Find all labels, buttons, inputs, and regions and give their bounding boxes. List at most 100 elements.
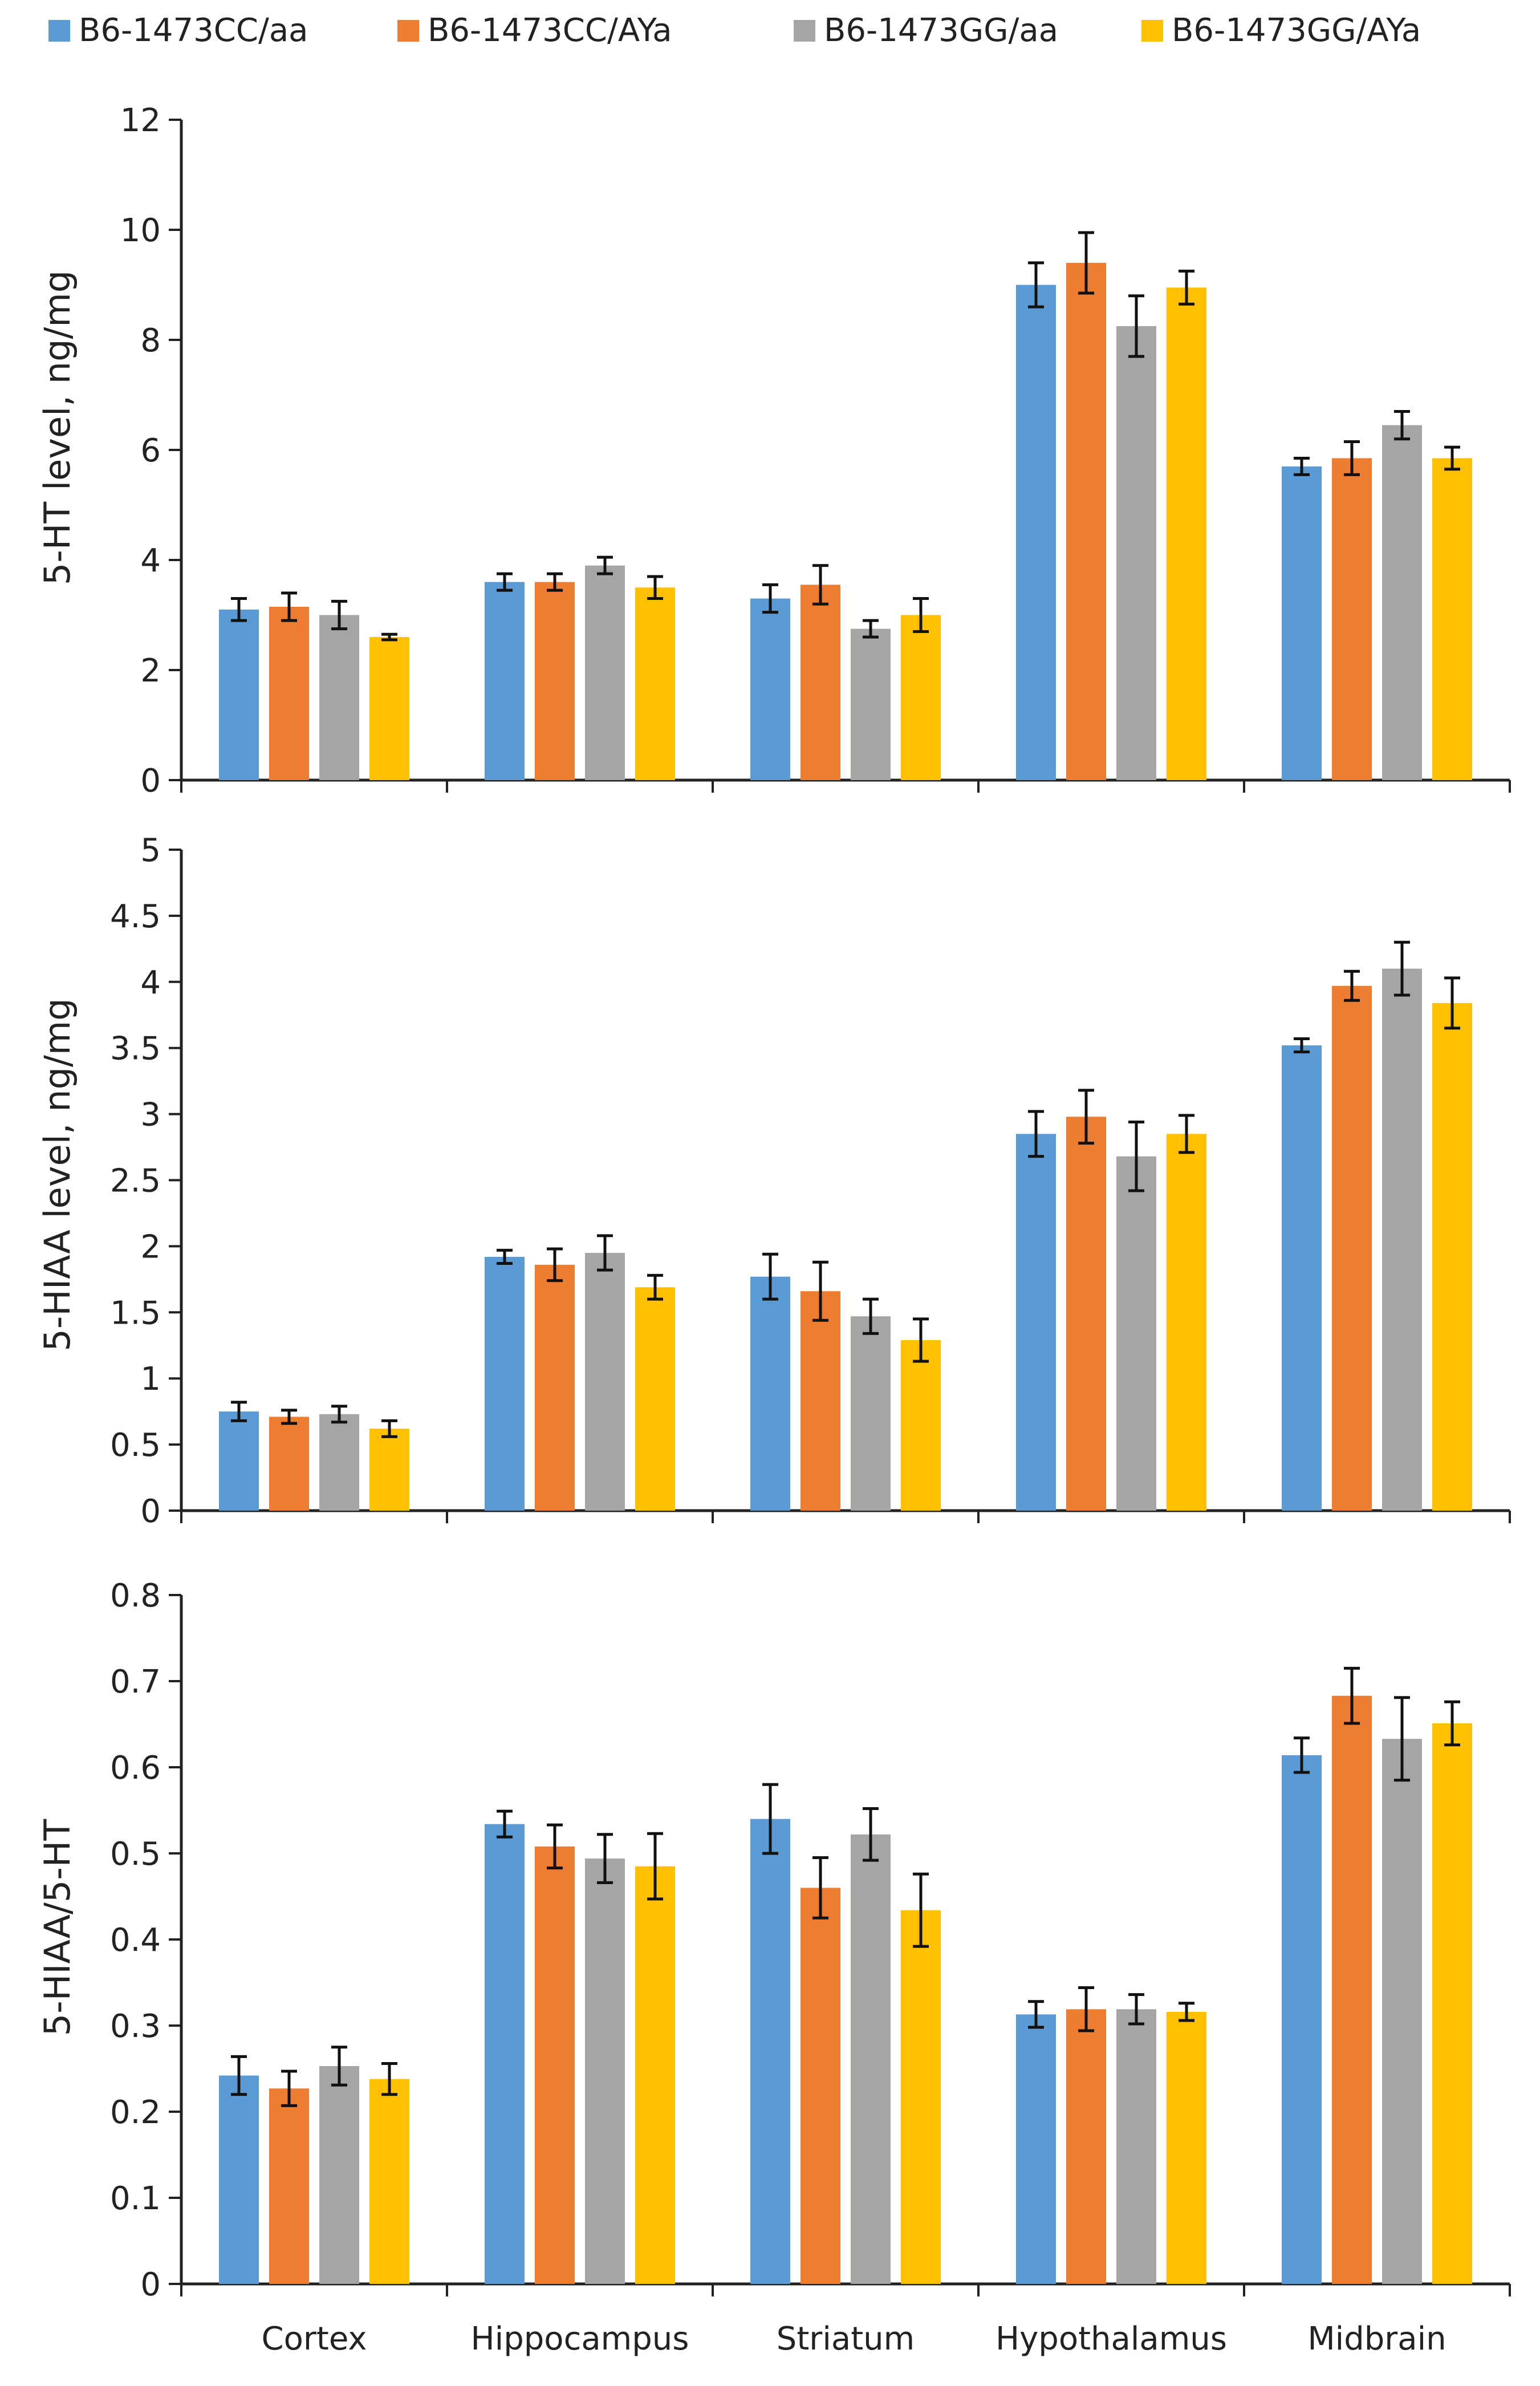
y-tick-label: 0 (140, 2266, 161, 2303)
bar-cortex-b6-1473gg-aa (319, 615, 359, 780)
chart-marks: 0 0.5 1 1.5 2 2.5 3 3.5 4 4.5 5 (110, 832, 1511, 1530)
bar-cortex-b6-1473gg-aya (369, 637, 409, 780)
bar-hippocampus-b6-1473gg-aya (635, 587, 675, 780)
x-tick-label-hippocampus: Hippocampus (471, 2320, 689, 2357)
bar-striatum-b6-1473cc-aa (750, 598, 790, 780)
bar-hypothalamus-b6-1473cc-aa (1016, 285, 1056, 780)
legend-item-2: B6-1473CC/AYa (397, 12, 672, 49)
bar-hypothalamus-b6-1473cc-aya (1066, 1117, 1106, 1511)
bar-midbrain-b6-1473gg-aa (1382, 968, 1422, 1511)
bar-hypothalamus-b6-1473gg-aa (1116, 326, 1156, 780)
y-tick-label: 0.4 (110, 1922, 161, 1959)
bar-hippocampus-b6-1473gg-aya (635, 1866, 675, 2284)
legend-item-1: B6-1473CC/aa (48, 12, 308, 49)
y-axis-label: 5-HIAA/5-HT (36, 1819, 78, 2036)
y-axis-label: 5-HIAA level, ng/mg (36, 998, 78, 1351)
legend-label-cc-aa: B6-1473CC/aa (79, 12, 308, 49)
legend-swatch-cc-aa (48, 20, 70, 42)
y-tick-label: 3.5 (110, 1030, 161, 1068)
y-tick-label: 0.2 (110, 2094, 161, 2131)
bar-striatum-b6-1473cc-aa (750, 1276, 790, 1511)
y-tick-label: 0.1 (110, 2180, 161, 2217)
y-tick-label: 2 (140, 1228, 161, 1265)
bar-striatum-b6-1473cc-aya (801, 1291, 840, 1511)
panel-5hiaa-level: 5-HIAA level, ng/mg 0 0.5 1 1.5 2 2.5 3 3.5 4 4.5… (36, 832, 1511, 1530)
bar-hypothalamus-b6-1473gg-aa (1116, 1156, 1156, 1511)
legend-item-4: B6-1473GG/AYa (1141, 12, 1421, 49)
bar-hippocampus-b6-1473cc-aa (485, 1256, 525, 1511)
bar-hypothalamus-b6-1473gg-aya (1167, 287, 1206, 780)
bar-hippocampus-b6-1473cc-aa (485, 582, 525, 780)
x-tick-label-midbrain: Midbrain (1307, 2320, 1446, 2357)
y-tick-label: 0.5 (110, 1836, 161, 1873)
y-tick-label: 12 (120, 102, 161, 139)
legend-label-gg-aya: B6-1473GG/AYa (1172, 12, 1421, 49)
panel-5hiaa-5ht-ratio: 5-HIAA/5-HT 0 0.1 0.2 0.3 0.4 0.5 0.6 0.7 0.8 (36, 1577, 1511, 2303)
y-tick-label: 0 (140, 762, 161, 800)
bar-cortex-b6-1473cc-aa (219, 1411, 259, 1511)
y-tick-label: 10 (120, 212, 161, 249)
y-tick-label: 4 (140, 542, 161, 579)
bar-midbrain-b6-1473cc-aa (1282, 466, 1322, 780)
y-tick-label: 6 (140, 432, 161, 469)
legend-label-gg-aa: B6-1473GG/aa (824, 12, 1058, 49)
bar-hypothalamus-b6-1473gg-aya (1167, 2011, 1206, 2284)
y-tick-label: 0.6 (110, 1750, 161, 1787)
bar-hippocampus-b6-1473cc-aa (485, 1824, 525, 2284)
legend-swatch-gg-aya (1141, 20, 1163, 42)
bar-striatum-b6-1473gg-aya (901, 1340, 941, 1511)
y-tick-label: 3 (140, 1097, 161, 1134)
bar-cortex-b6-1473cc-aya (269, 607, 309, 780)
bar-hippocampus-b6-1473gg-aa (585, 1859, 625, 2284)
y-tick-label: 5 (140, 832, 161, 869)
y-tick-label: 2 (140, 652, 161, 689)
bar-hippocampus-b6-1473gg-aa (585, 1252, 625, 1511)
bar-cortex-b6-1473gg-aya (369, 1429, 409, 1511)
bar-striatum-b6-1473gg-aya (901, 1910, 941, 2284)
y-tick-label: 0.7 (110, 1663, 161, 1701)
bar-midbrain-b6-1473gg-aya (1432, 458, 1472, 780)
bar-cortex-b6-1473cc-aya (269, 1417, 309, 1511)
bar-cortex-b6-1473gg-aa (319, 1414, 359, 1511)
bar-hippocampus-b6-1473gg-aa (585, 565, 625, 780)
y-tick-label: 4.5 (110, 898, 161, 935)
bar-hypothalamus-b6-1473cc-aya (1066, 2009, 1106, 2284)
legend: B6-1473CC/aa B6-1473CC/AYa B6-1473GG/aa … (48, 12, 1421, 49)
bar-cortex-b6-1473cc-aa (219, 2075, 259, 2284)
legend-item-3: B6-1473GG/aa (794, 12, 1058, 49)
x-tick-label-cortex: Cortex (262, 2320, 367, 2357)
legend-label-cc-aya: B6-1473CC/AYa (428, 12, 672, 49)
bar-midbrain-b6-1473gg-aya (1432, 1003, 1472, 1511)
bar-midbrain-b6-1473cc-aya (1332, 458, 1372, 780)
y-tick-label: 0.8 (110, 1577, 161, 1614)
x-tick-label-hypothalamus: Hypothalamus (995, 2320, 1227, 2357)
bar-hypothalamus-b6-1473gg-aa (1116, 2009, 1156, 2284)
bar-striatum-b6-1473gg-aa (851, 1316, 891, 1511)
bar-cortex-b6-1473gg-aa (319, 2066, 359, 2284)
bar-striatum-b6-1473gg-aya (901, 615, 941, 780)
legend-swatch-gg-aa (794, 20, 815, 42)
bar-striatum-b6-1473cc-aa (750, 1819, 790, 2284)
bar-hippocampus-b6-1473cc-aya (535, 582, 575, 780)
panel-5ht-level: 5-HT level, ng/mg 0 2 4 6 8 10 12 (36, 102, 1511, 800)
bar-striatum-b6-1473gg-aa (851, 1834, 891, 2284)
category-labels: Cortex Hippocampus Striatum Hypothalamus Mid… (262, 2320, 1446, 2357)
bar-hypothalamus-b6-1473gg-aya (1167, 1134, 1206, 1511)
bar-striatum-b6-1473gg-aa (851, 628, 891, 780)
bar-hypothalamus-b6-1473cc-aya (1066, 262, 1106, 780)
bar-midbrain-b6-1473cc-aa (1282, 1045, 1322, 1511)
bar-hypothalamus-b6-1473cc-aa (1016, 2014, 1056, 2284)
bar-midbrain-b6-1473cc-aya (1332, 1695, 1372, 2284)
y-tick-label: 8 (140, 322, 161, 359)
bar-midbrain-b6-1473gg-aa (1382, 1739, 1422, 2284)
y-tick-label: 4 (140, 964, 161, 1001)
bar-striatum-b6-1473cc-aya (801, 585, 840, 780)
bar-midbrain-b6-1473cc-aya (1332, 985, 1372, 1511)
y-tick-label: 2.5 (110, 1163, 161, 1200)
x-tick-label-striatum: Striatum (777, 2320, 915, 2357)
bar-cortex-b6-1473cc-aya (269, 2088, 309, 2284)
legend-swatch-cc-aya (397, 20, 419, 42)
chart-marks: 0 0.1 0.2 0.3 0.4 0.5 0.6 0.7 0.8 (110, 1577, 1511, 2303)
y-axis-label: 5-HT level, ng/mg (36, 270, 78, 585)
